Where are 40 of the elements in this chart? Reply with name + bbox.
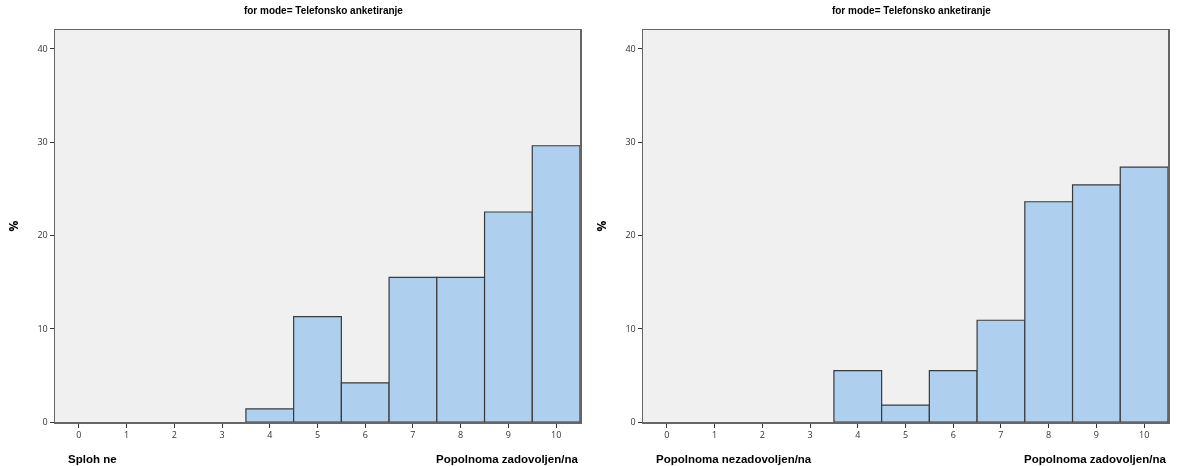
x-tick-label: 10 [550,428,562,442]
y-tick-label: 40 [625,41,636,55]
x-tick-label: 4 [267,428,273,442]
x-tick-label: 1 [712,428,718,442]
x-tick-label: 2 [171,428,177,442]
text: Popolnoma nezadovoljen/na [656,453,812,465]
y-tick-label: 0 [42,415,48,429]
x-tick-label: 2 [759,428,765,442]
x-tick-label: 3 [219,428,225,442]
y-tick-label: 20 [625,228,636,242]
text: Popolnoma zadovoljen/na [1024,453,1167,465]
x-tick-label: 6 [362,428,368,442]
text: Sploh ne [68,453,117,465]
x-tick-label: 8 [458,428,464,442]
text: Popolnoma zadovoljen/na [436,453,579,465]
x-tick-label: 7 [410,428,416,442]
x-tick-label: 10 [1138,428,1150,442]
x-tick-label: 9 [505,428,511,442]
y-axis-title: % [592,220,610,232]
x-tick-label: 5 [902,428,909,442]
y-tick-label: 10 [37,321,48,335]
y-tick-label: 0 [630,415,636,429]
y-tick-label: 30 [625,135,636,149]
chart-title: for mode= Telefonsko anketiranje [831,4,992,16]
y-tick-label: 10 [625,321,636,335]
x-tick-label: 3 [807,428,813,442]
x-tick-label: 8 [1046,428,1052,442]
chart-title: for mode= Telefonsko anketiranje [243,4,404,16]
x-tick-label: 9 [1093,428,1099,442]
y-tick-label: 20 [37,228,48,242]
x-tick-label: 0 [76,428,82,442]
y-axis-title: % [4,220,22,232]
x-tick-label: 1 [124,428,130,442]
x-tick-label: 6 [950,428,956,442]
x-tick-label: 5 [314,428,321,442]
y-tick-label: 30 [37,135,48,149]
x-tick-label: 7 [998,428,1004,442]
y-tick-label: 40 [37,41,48,55]
x-tick-label: 4 [855,428,861,442]
x-tick-label: 0 [664,428,670,442]
